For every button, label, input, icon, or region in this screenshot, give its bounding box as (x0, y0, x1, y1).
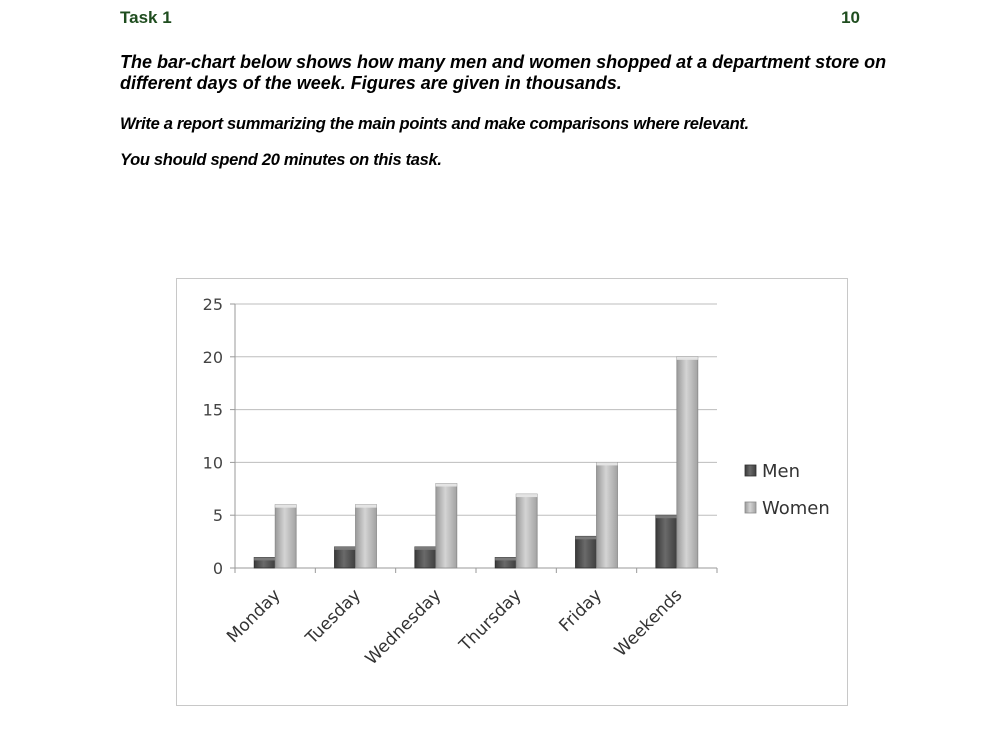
bar-cap (355, 504, 377, 508)
y-tick-label: 0 (213, 559, 223, 578)
x-category-label: Monday (223, 585, 285, 647)
time-note: You should spend 20 minutes on this task… (120, 151, 442, 169)
bar-cap (655, 515, 677, 519)
bar-women-tuesday (355, 504, 377, 569)
task-instruction: Write a report summarizing the main poin… (120, 115, 749, 133)
bar-men-tuesday (334, 546, 356, 569)
y-tick-label: 15 (203, 401, 223, 420)
x-category-label: Tuesday (301, 585, 365, 649)
bar-cap (334, 546, 356, 550)
task-label: Task 1 (120, 8, 172, 27)
task-number: 10 (841, 8, 860, 27)
bar-cap (516, 494, 538, 498)
x-category-label: Wednesday (362, 585, 446, 669)
y-tick-labels: 0 5 10 15 20 25 (203, 295, 223, 578)
x-category-label: Friday (555, 585, 606, 636)
bar-cap (435, 483, 457, 487)
x-category-label: Weekends (611, 585, 687, 661)
bar-cap (254, 557, 276, 561)
y-tick-label: 20 (203, 348, 223, 367)
bar-cap (414, 546, 436, 550)
bar-women-thursday (515, 493, 538, 569)
y-tick-label: 25 (203, 295, 223, 314)
bar-men-wednesday (414, 546, 437, 569)
legend: Men Women (744, 461, 830, 519)
chart-frame: 0 5 10 15 20 25 Monday Tuesday Wednesday Thursda… (176, 278, 848, 706)
bar-cap (495, 557, 517, 561)
bar-men-friday (575, 535, 597, 569)
bar-men-weekends (655, 514, 678, 569)
x-category-label: Thursday (455, 585, 526, 656)
legend-swatch-men (744, 464, 757, 477)
axes (230, 303, 718, 573)
bar-women-monday (274, 504, 297, 569)
legend-label-men: Men (762, 461, 800, 482)
y-tick-label: 10 (203, 453, 223, 472)
bar-cap (275, 504, 297, 508)
legend-swatch-women (744, 501, 757, 514)
task-header: Task 1 10 (120, 8, 860, 32)
y-tick-label: 5 (213, 506, 223, 525)
bars (253, 356, 699, 569)
task-description: The bar-chart below shows how many men a… (120, 52, 887, 93)
bar-cap (676, 356, 698, 360)
bar-women-weekends (676, 356, 699, 569)
bar-women-wednesday (435, 483, 458, 569)
bar-women-friday (596, 461, 618, 569)
bar-cap (596, 462, 618, 466)
legend-label-women: Women (762, 498, 830, 519)
bar-cap (575, 536, 597, 540)
gridlines (235, 303, 717, 516)
